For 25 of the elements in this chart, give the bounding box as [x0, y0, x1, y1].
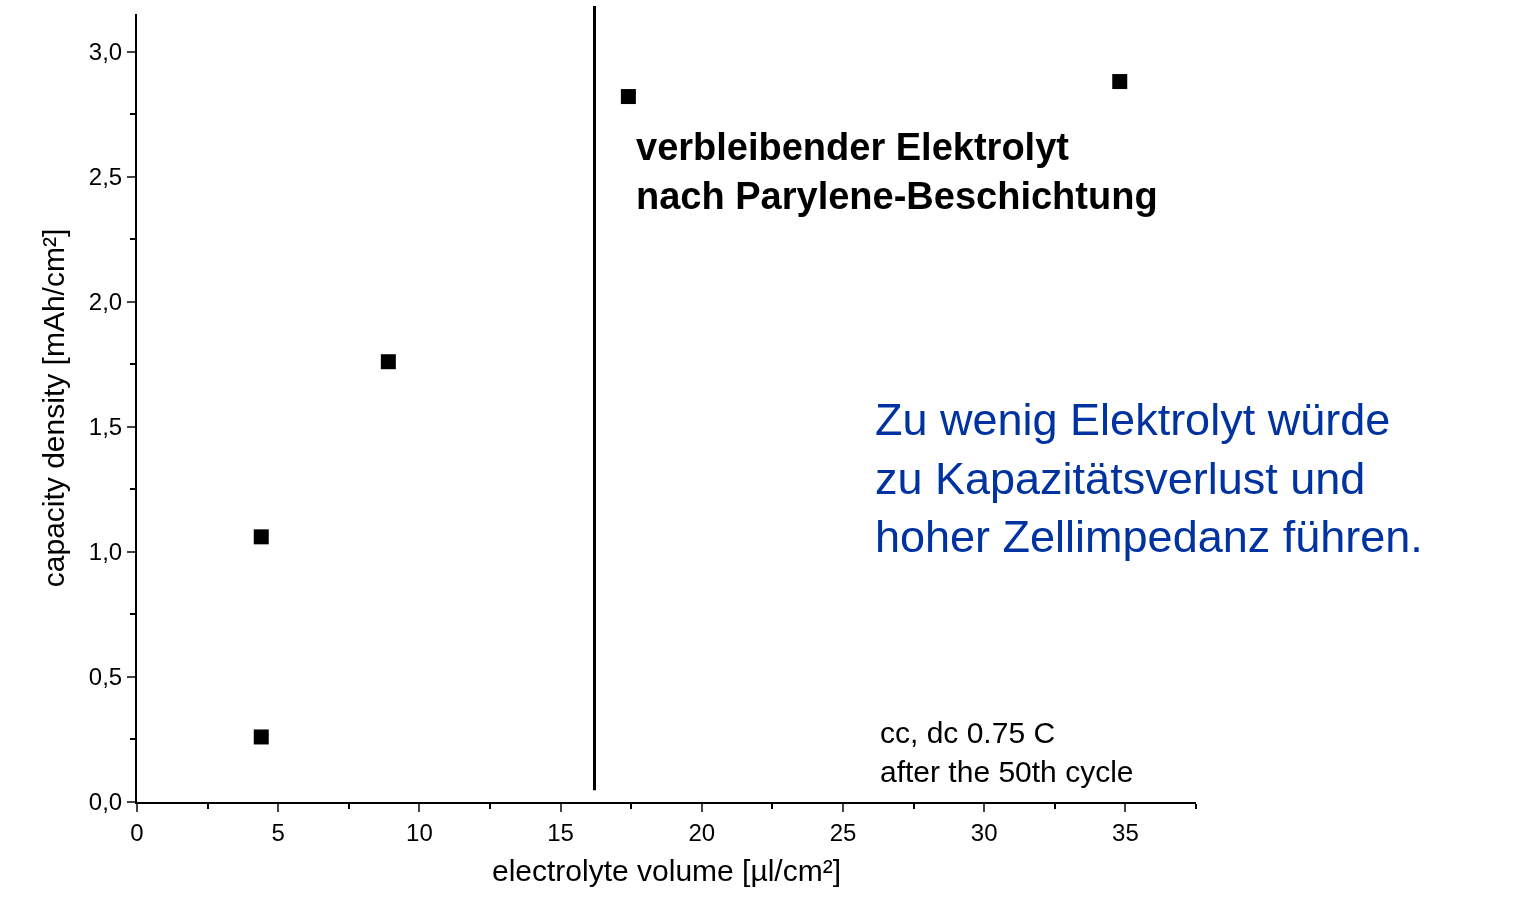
- point: [253, 529, 269, 545]
- point: [620, 89, 636, 105]
- y-tick-label: 0,0: [88, 788, 123, 816]
- x-tick-label: 0: [130, 818, 144, 846]
- y-axis-title: capacity density [mAh/cm²]: [37, 228, 71, 588]
- x-tick-label: 35: [1112, 818, 1139, 846]
- y-tick-label: 1,0: [88, 538, 123, 566]
- x-axis-title: electrolyte volume [µl/cm²]: [491, 853, 842, 887]
- y-tick-label: 3,0: [88, 37, 123, 65]
- y-tick-label: 1,5: [88, 413, 123, 441]
- x-tick-label: 25: [829, 818, 857, 846]
- y-tick-label: 2,5: [88, 163, 123, 190]
- y-tick-label: 0,5: [88, 663, 123, 691]
- point: [380, 354, 396, 370]
- x-tick-label: 15: [547, 818, 574, 846]
- x-tick-label: 30: [970, 818, 998, 846]
- point: [1112, 74, 1128, 90]
- annotation: Zu wenig Elektrolyt würde zu Kapazitätsverlust und hoher Zellimpedanz führen.: [875, 394, 1423, 562]
- annotation: cc, dc 0.75 C after the 50th cycle: [880, 716, 1134, 788]
- y-tick-label: 2,0: [88, 288, 123, 316]
- point: [253, 729, 269, 745]
- x-tick-label: 10: [406, 818, 433, 846]
- annotation: verbleibender Elektrolyt nach Parylene-Beschichtung: [636, 126, 1158, 218]
- x-tick-label: 20: [688, 818, 716, 846]
- x-tick-label: 5: [271, 818, 285, 846]
